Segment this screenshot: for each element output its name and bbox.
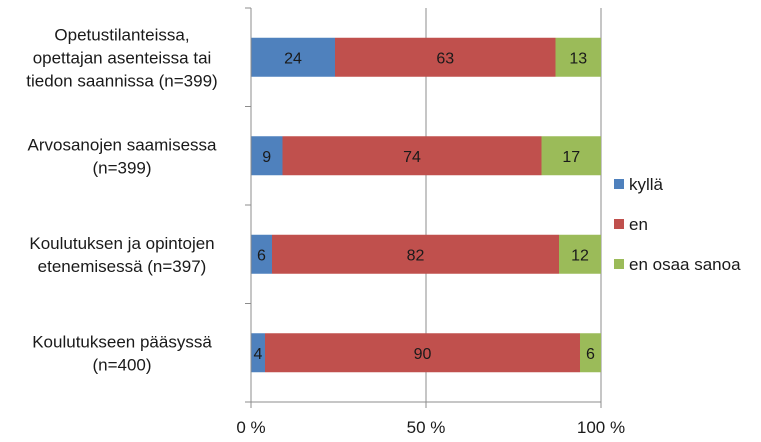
category-label-line: Arvosanojen saamisessa: [28, 135, 218, 154]
bar-segment-en-0: [335, 37, 556, 77]
x-tick-label: 0 %: [236, 418, 265, 437]
category-label-line: opettajan asenteissa tai: [33, 48, 212, 67]
legend-label: en: [629, 215, 648, 234]
bar-segment-en-3: [265, 333, 580, 373]
bar-segment-en-1: [282, 136, 542, 176]
category-label-line: Opetustilanteissa,: [54, 25, 189, 44]
category-label-line: tiedon saannissa (n=399): [26, 71, 217, 90]
data-label: 6: [257, 247, 266, 264]
data-label: 74: [403, 149, 421, 166]
category-label-line: Koulutuksen ja opintojen: [29, 234, 214, 253]
bar-segment-en-2: [272, 234, 559, 274]
data-label: 6: [586, 346, 595, 363]
x-tick-label: 50 %: [407, 418, 446, 437]
data-label: 24: [284, 50, 302, 67]
bar-segment-en-osaa-sanoa-2: [559, 234, 601, 274]
bar-segment-kyllä-2: [251, 234, 272, 274]
bar-segment-kyllä-0: [251, 37, 335, 77]
bar-segment-en-osaa-sanoa-3: [580, 333, 601, 373]
x-tick-label: 100 %: [577, 418, 625, 437]
legend-label: kyllä: [629, 175, 664, 194]
legend-swatch-en-osaa-sanoa: [614, 259, 624, 269]
category-label-line: Koulutukseen pääsyssä: [32, 332, 212, 351]
category-label-line: etenemisessä (n=397): [38, 257, 207, 276]
bar-segment-en-osaa-sanoa-1: [541, 136, 601, 176]
labels-layer: 24 63 13 9 74 17 6 82 12 4 90 6 Opetustilanteissa, op…: [26, 25, 595, 374]
legend-swatch-kyllä: [614, 179, 624, 189]
category-label-line: (n=399): [92, 158, 151, 177]
bar-segment-kyllä-3: [251, 333, 265, 373]
category-label: Koulutuksen ja opintojen etenemisessä (n=…: [29, 234, 214, 276]
data-label: 82: [407, 247, 425, 264]
bar-segment-en-osaa-sanoa-0: [555, 37, 601, 77]
data-label: 17: [562, 149, 580, 166]
legend-label: en osaa sanoa: [629, 255, 741, 274]
data-label: 9: [262, 149, 271, 166]
data-label: 12: [571, 247, 589, 264]
data-label: 90: [414, 346, 432, 363]
data-label: 13: [569, 50, 587, 67]
legend-swatch-en: [614, 219, 624, 229]
category-label: Koulutukseen pääsyssä (n=400): [32, 332, 212, 374]
legend: kyllä en en osaa sanoa: [614, 175, 741, 274]
category-label: Opetustilanteissa, opettajan asenteissa t…: [26, 25, 217, 90]
data-label: 4: [254, 346, 263, 363]
axis-layer: 0 % 50 % 100 %: [236, 7, 625, 437]
bar-segment-kyllä-1: [251, 136, 283, 176]
category-label-line: (n=400): [92, 355, 151, 374]
category-label: Arvosanojen saamisessa (n=399): [28, 135, 218, 177]
data-label: 63: [436, 50, 454, 67]
bars-layer: [251, 37, 601, 373]
